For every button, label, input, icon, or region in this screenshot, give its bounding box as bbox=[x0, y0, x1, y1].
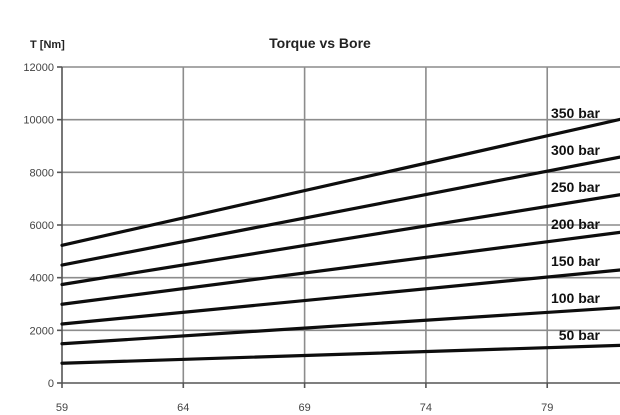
series-line-300-bar bbox=[60, 155, 620, 267]
series-line-150-bar bbox=[60, 268, 620, 326]
series-line-200-bar bbox=[60, 230, 620, 306]
tick-labels: 0 2000 4000 6000 8000 10000 12000 59 64 69 74 79 bbox=[23, 62, 553, 414]
y-tick-label: 4000 bbox=[30, 273, 54, 285]
y-tick-label: 10000 bbox=[23, 115, 54, 127]
series-label-250-bar: 250 bar bbox=[551, 179, 601, 195]
y-tick-label: 12000 bbox=[23, 62, 54, 74]
y-tick-label: 8000 bbox=[30, 167, 54, 179]
series-line-50-bar bbox=[60, 343, 620, 365]
x-tick-label: 64 bbox=[177, 402, 189, 414]
x-tick-label: 69 bbox=[298, 402, 310, 414]
x-tick-label: 59 bbox=[56, 402, 68, 414]
series-label-100-bar: 100 bar bbox=[551, 290, 601, 306]
series-line-350-bar bbox=[60, 117, 620, 247]
axes bbox=[57, 66, 620, 388]
y-tick-label: 2000 bbox=[30, 325, 54, 337]
series-label-300-bar: 300 bar bbox=[551, 142, 601, 158]
series-labels: 50 bar 100 bar 150 bar 200 bar 250 bar 300 ba… bbox=[551, 105, 601, 343]
y-axis-label: T [Nm] bbox=[30, 39, 65, 51]
series-label-200-bar: 200 bar bbox=[551, 216, 601, 232]
series-label-150-bar: 150 bar bbox=[551, 253, 601, 269]
chart-title: Torque vs Bore bbox=[269, 35, 371, 51]
y-tick-label: 0 bbox=[48, 378, 54, 390]
series-line-100-bar bbox=[60, 306, 620, 346]
y-tick-label: 6000 bbox=[30, 220, 54, 232]
x-tick-label: 74 bbox=[420, 402, 432, 414]
series-line-250-bar bbox=[60, 193, 620, 287]
series-label-50-bar: 50 bar bbox=[559, 327, 601, 343]
series-lines bbox=[60, 117, 620, 365]
x-tick-label: 79 bbox=[541, 402, 553, 414]
series-label-350-bar: 350 bar bbox=[551, 105, 601, 121]
